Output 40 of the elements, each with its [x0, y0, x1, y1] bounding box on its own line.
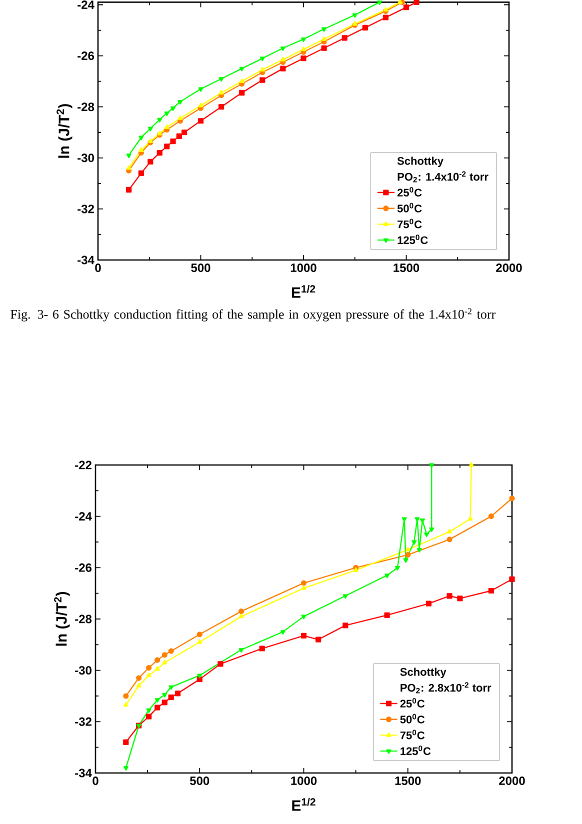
y-tick-label: -34	[75, 768, 92, 778]
y-tick-label: -34	[78, 256, 94, 264]
y-tick-label: -24	[78, 0, 94, 9]
y-tick-label: -30	[75, 666, 92, 675]
y-tick-label: -26	[75, 563, 92, 572]
annotation: PO$_{2}$: 2.8x10$^{-2}$ torr	[400, 682, 492, 694]
y-tick-label: -32	[75, 717, 92, 726]
x-tick-label: 0	[92, 776, 98, 786]
x-axis-title: E$^{1/2}$	[292, 798, 316, 811]
legend-label: 125$^{0}$C	[400, 746, 431, 756]
x-tick-label: 1500	[395, 776, 421, 786]
x-tick-label: 0	[95, 264, 101, 272]
y-axis-title: ln (J/T$^{2}$)	[54, 592, 70, 646]
y-tick-label: -28	[75, 614, 92, 624]
legend-title: Schottky	[400, 668, 446, 678]
legend-label: 75$^{0}$C	[400, 730, 425, 740]
y-tick-label: -22	[75, 460, 92, 470]
y-tick-label: -32	[78, 204, 94, 214]
legend-label: 50$^{0}$C	[397, 202, 422, 212]
x-tick-label: 2000	[496, 264, 522, 272]
x-tick-label: 1000	[291, 776, 317, 786]
y-tick-label: -24	[75, 512, 92, 521]
legend-label: 50$^{0}$C	[400, 714, 425, 724]
x-tick-label: 500	[191, 264, 210, 272]
caption: Fig. 3- 6 Schottky conduction fitting of the sample in oxygen pressure of the 1.4x10$^{-2}$ torr	[10, 308, 496, 322]
x-tick-label: 2000	[499, 776, 525, 786]
x-tick-label: 1000	[290, 264, 316, 272]
annotation: PO$_{2}$: 1.4x10$^{-2}$ torr	[398, 171, 488, 182]
y-tick-label: -28	[78, 102, 94, 112]
legend-label: 25$^{0}$C	[400, 698, 425, 708]
legend-label: 125$^{0}$C	[398, 234, 428, 244]
legend-label: 75$^{0}$C	[398, 218, 422, 228]
x-tick-label: 500	[190, 776, 210, 786]
y-tick-label: -30	[78, 154, 94, 162]
y-axis-title: ln (J/T$^{2}$)	[56, 104, 72, 158]
x-axis-title: E$^{1/2}$	[292, 284, 316, 298]
x-tick-label: 1500	[394, 264, 420, 272]
legend-title: Schottky	[397, 156, 444, 168]
y-tick-label: -26	[78, 52, 94, 60]
legend-label: 25$^{0}$C	[397, 187, 422, 197]
